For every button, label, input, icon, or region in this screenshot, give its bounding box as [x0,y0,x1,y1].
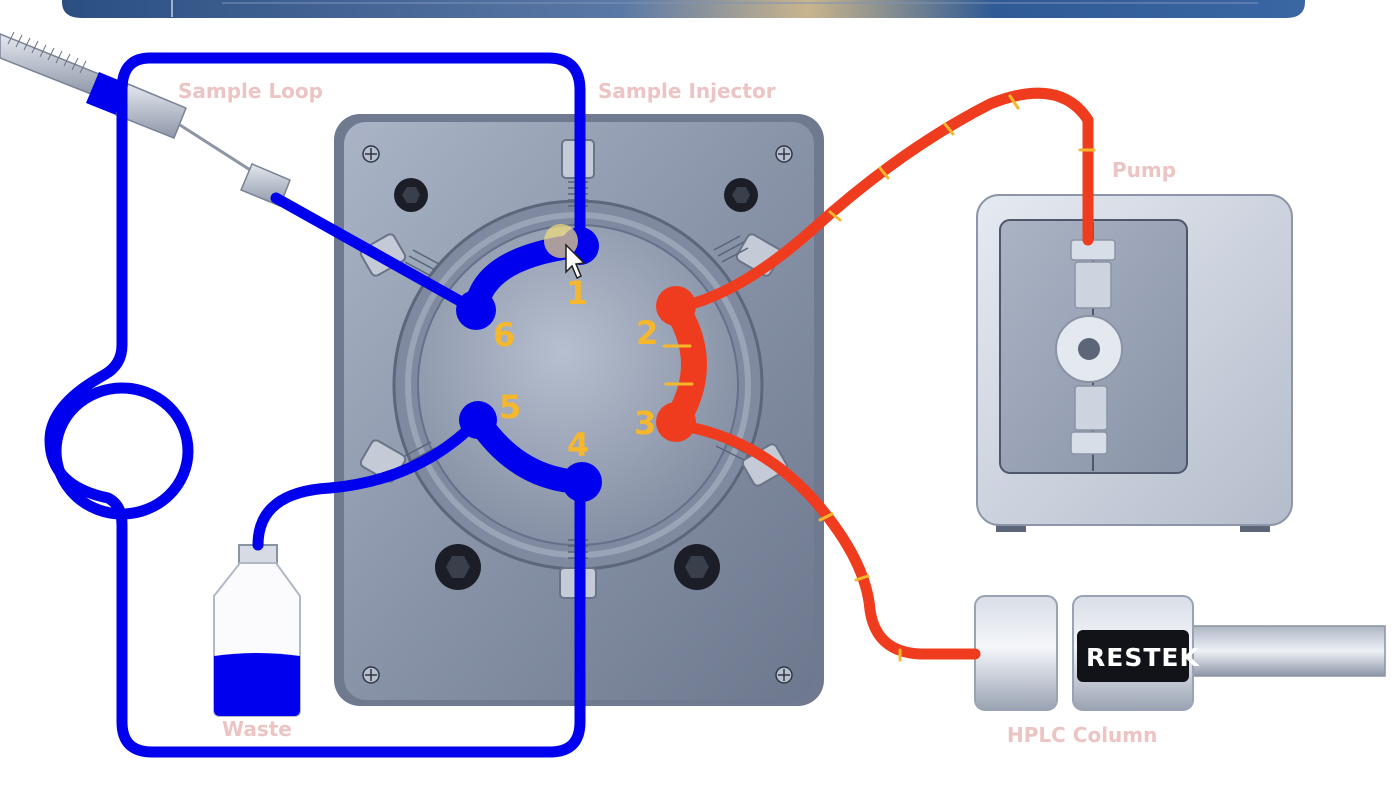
port-6-label: 6 [493,316,515,354]
mobile-phase-flow-tubing [656,87,1096,662]
tube-stripes [662,94,1096,662]
screw-icon [362,145,793,684]
port-2-label: 2 [636,314,658,352]
mouse-cursor-icon [544,224,586,280]
top-banner [62,0,1305,18]
pump-body [976,194,1293,532]
port-5-label: 5 [499,388,521,426]
waste-bottle [213,544,301,717]
sample-loop-label: Sample Loop [178,79,323,103]
hplc-column [974,595,1386,711]
waste-label: Waste [222,717,292,741]
port-3-label: 3 [634,404,656,442]
load-flow-tubing [44,52,602,758]
port-4-label: 4 [567,426,589,464]
hplc-column-label: HPLC Column [1007,723,1157,747]
hex-bolt-icon [394,178,758,590]
waste-liquid [214,653,300,716]
port-1-label: 1 [566,274,588,312]
column-brand-logo: RESTEK [1086,643,1200,672]
pump-label: Pump [1112,158,1176,182]
sample-injector-label: Sample Injector [598,79,776,103]
